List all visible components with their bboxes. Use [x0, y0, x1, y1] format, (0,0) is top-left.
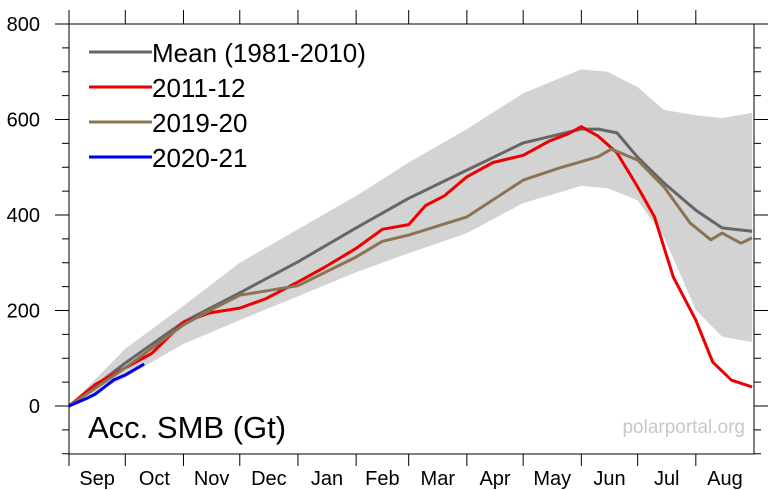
- x-tick-label: Dec: [251, 468, 287, 490]
- ticks-layer: 0 200 400 600 800 Sep Oct Nov Dec Jan Feb Mar Apr May…: [7, 10, 768, 490]
- y-tick-label: 400: [7, 205, 40, 227]
- range-band: [69, 69, 753, 407]
- x-tick-label: Nov: [194, 468, 230, 490]
- legend-label: 2019-20: [152, 108, 247, 138]
- legend: Mean (1981-2010) 2011-12 2019-20 2020-21: [89, 38, 366, 173]
- band-layer: [69, 69, 753, 407]
- series-layer: [68, 125, 753, 408]
- series-line-mean-1981-2010-: [68, 127, 753, 408]
- x-tick-label: Jul: [654, 468, 680, 490]
- x-tick-label: Mar: [421, 468, 456, 490]
- y-tick-label: 800: [7, 14, 40, 36]
- x-tick-label: May: [533, 468, 571, 490]
- y-tick-label: 600: [7, 110, 40, 132]
- x-tick-label: Apr: [479, 468, 510, 490]
- x-tick-label: Jan: [311, 468, 343, 490]
- series-line-2019-20: [68, 147, 753, 408]
- y-axis-title: Acc. SMB (Gt): [88, 410, 286, 445]
- x-tick-label: Oct: [139, 468, 171, 490]
- x-tick-label: Feb: [365, 468, 399, 490]
- legend-label: 2020-21: [152, 143, 247, 173]
- x-tick-label: Sep: [79, 468, 115, 490]
- legend-label: 2011-12: [152, 73, 246, 103]
- x-tick-label: Jun: [593, 468, 625, 490]
- y-tick-label: 200: [7, 301, 40, 323]
- x-tick-label: Aug: [707, 468, 743, 490]
- watermark: polarportal.org: [622, 417, 745, 438]
- legend-label: Mean (1981-2010): [152, 38, 366, 68]
- y-tick-label: 0: [29, 396, 40, 418]
- series-line-2020-21: [68, 362, 145, 408]
